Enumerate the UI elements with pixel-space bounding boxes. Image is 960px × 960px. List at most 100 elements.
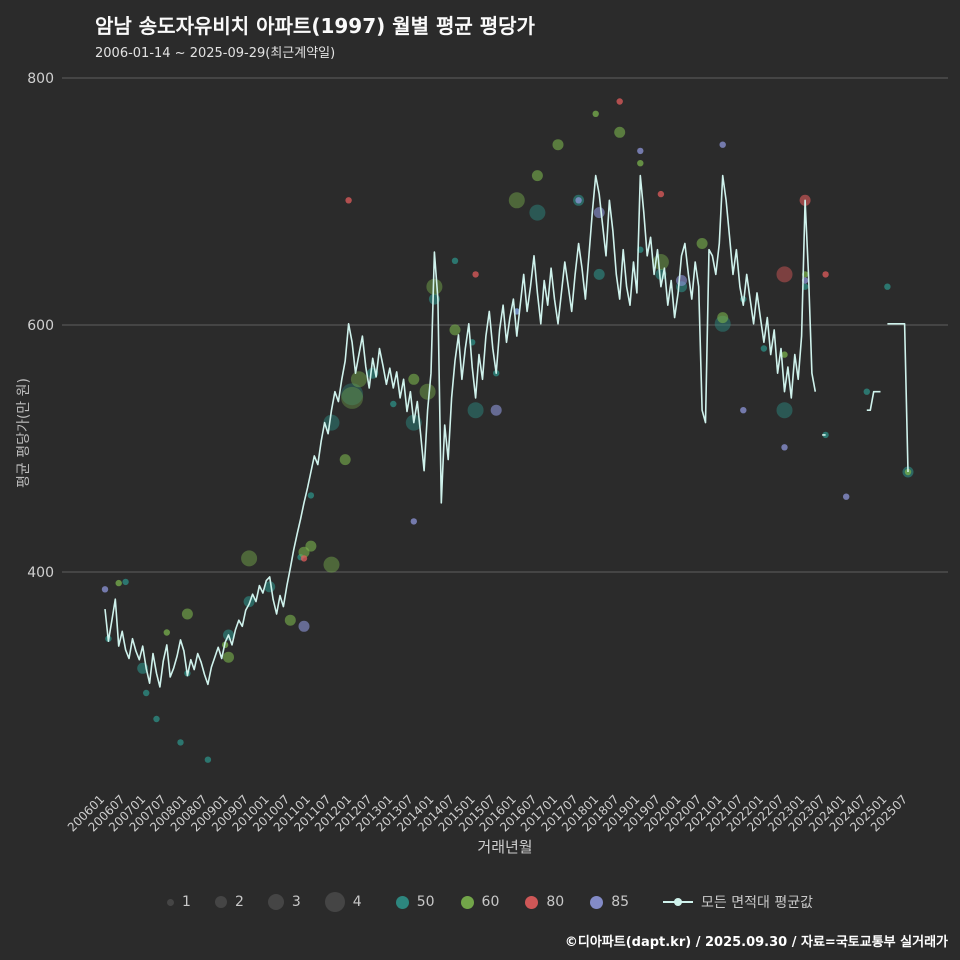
scatter-point bbox=[451, 257, 459, 264]
scatter-point bbox=[593, 268, 605, 280]
average-line bbox=[104, 174, 909, 688]
scatter-point bbox=[341, 386, 364, 409]
scatter-point bbox=[300, 555, 308, 562]
legend-group-85-label: 85 bbox=[611, 894, 630, 910]
scatter-point bbox=[390, 400, 397, 408]
size-2-icon bbox=[214, 896, 227, 908]
x-axis-title: 거래년월 bbox=[477, 838, 533, 856]
scatter-point bbox=[531, 170, 543, 182]
scatter-point bbox=[717, 312, 729, 324]
scatter-point bbox=[204, 756, 212, 763]
scatter-point bbox=[284, 614, 296, 626]
scatter-point bbox=[408, 373, 420, 385]
legend-average-line[interactable]: 모든 면적대 평균값 bbox=[663, 892, 813, 912]
scatter-point bbox=[243, 596, 255, 608]
scatter-point bbox=[575, 197, 582, 204]
scatter-point bbox=[760, 345, 768, 352]
scatter-point bbox=[657, 190, 665, 198]
legend-group-60-label: 60 bbox=[481, 894, 500, 910]
group-80-icon bbox=[525, 895, 539, 909]
y-axis-title: 평균 평당가(만 원) bbox=[16, 378, 32, 488]
scatter-point bbox=[350, 371, 367, 388]
scatter-point bbox=[781, 444, 788, 451]
scatter-point bbox=[177, 739, 184, 746]
scatter-point bbox=[298, 620, 310, 632]
scatter-point bbox=[153, 715, 160, 723]
scatter-point bbox=[616, 98, 623, 105]
scatter-point bbox=[467, 402, 484, 419]
scatter-point bbox=[843, 493, 850, 500]
scatter-point bbox=[637, 147, 644, 155]
scatter-point bbox=[426, 278, 443, 295]
scatter-point bbox=[822, 271, 829, 278]
scatter-point bbox=[719, 141, 726, 148]
scatter-point bbox=[101, 586, 109, 593]
scatter-point bbox=[776, 266, 793, 283]
group-85-icon bbox=[590, 895, 604, 909]
scatter-point bbox=[529, 204, 546, 221]
legend: 1 2 3 4 50 60 80 85 bbox=[0, 892, 960, 912]
scatter-point bbox=[264, 581, 276, 593]
legend-size-3-label: 3 bbox=[291, 894, 301, 910]
legend-group-80-label: 80 bbox=[546, 894, 565, 910]
size-legend: 1 2 3 4 bbox=[167, 892, 362, 912]
scatter-point bbox=[241, 550, 258, 567]
scatter-point bbox=[884, 283, 891, 290]
scatter-point bbox=[472, 271, 479, 278]
scatter-point bbox=[863, 388, 870, 395]
legend-group-60[interactable]: 60 bbox=[460, 894, 500, 910]
scatter-point bbox=[345, 197, 352, 204]
scatter-point bbox=[419, 383, 436, 400]
scatter-point bbox=[143, 689, 150, 697]
scatter-point bbox=[449, 324, 461, 336]
legend-size-3[interactable]: 3 bbox=[267, 894, 301, 910]
scatter-point bbox=[307, 492, 315, 499]
size-4-icon bbox=[324, 892, 345, 912]
legend-average-line-label: 모든 면적대 평균값 bbox=[701, 895, 813, 911]
scatter-point bbox=[781, 351, 788, 358]
scatter-point bbox=[740, 407, 747, 414]
legend-size-1-label: 1 bbox=[182, 894, 191, 910]
group-50-icon bbox=[395, 895, 409, 909]
price-chart: 8006004002006012006072007012007072008012… bbox=[27, 71, 948, 835]
y-tick-label: 600 bbox=[27, 318, 54, 334]
scatter-point bbox=[163, 629, 170, 636]
page-title: 암남 송도자유비치 아파트(1997) 월별 평균 평당가 bbox=[95, 14, 535, 38]
legend-group-80[interactable]: 80 bbox=[525, 894, 564, 910]
footer-credit: ©디아파트(dapt.kr) / 2025.09.30 / 자료=국토교통부 실… bbox=[564, 935, 948, 950]
legend-group-50[interactable]: 50 bbox=[395, 894, 435, 910]
scatter-point bbox=[341, 383, 364, 406]
scatter-point bbox=[614, 126, 626, 138]
scatter-point bbox=[410, 518, 417, 525]
group-60-icon bbox=[460, 895, 474, 909]
scatter-point bbox=[181, 608, 193, 620]
legend-size-4[interactable]: 4 bbox=[324, 892, 362, 912]
scatter-point bbox=[122, 578, 129, 586]
size-3-icon bbox=[267, 894, 284, 910]
legend-size-2-label: 2 bbox=[234, 894, 244, 910]
average-line-icon bbox=[663, 898, 694, 906]
scatter-point bbox=[593, 207, 605, 219]
chart-subtitle: 2006-01-14 ~ 2025-09-29(최근계약일) bbox=[95, 46, 336, 61]
average-line-dot-icon bbox=[674, 898, 683, 906]
scatter-point bbox=[323, 414, 340, 431]
legend-group-85[interactable]: 85 bbox=[590, 894, 629, 910]
legend-group-50-label: 50 bbox=[416, 894, 435, 910]
legend-size-4-label: 4 bbox=[352, 894, 362, 910]
legend-size-2[interactable]: 2 bbox=[214, 894, 244, 910]
scatter-point bbox=[508, 192, 525, 209]
legend-size-1[interactable]: 1 bbox=[167, 894, 191, 910]
scatter-point bbox=[323, 556, 340, 573]
scatter-point bbox=[776, 402, 793, 419]
scatter-point bbox=[592, 110, 599, 118]
y-tick-label: 400 bbox=[27, 565, 54, 581]
scatter-point bbox=[637, 160, 644, 167]
size-1-icon bbox=[167, 898, 175, 906]
scatter-point bbox=[696, 238, 708, 249]
scatter-point bbox=[490, 404, 502, 416]
scatter-point bbox=[305, 540, 317, 552]
scatter-point bbox=[115, 579, 122, 587]
scatter-point bbox=[552, 139, 564, 151]
scatter-point bbox=[223, 651, 234, 663]
area-group-legend: 50 60 80 85 bbox=[395, 894, 629, 910]
